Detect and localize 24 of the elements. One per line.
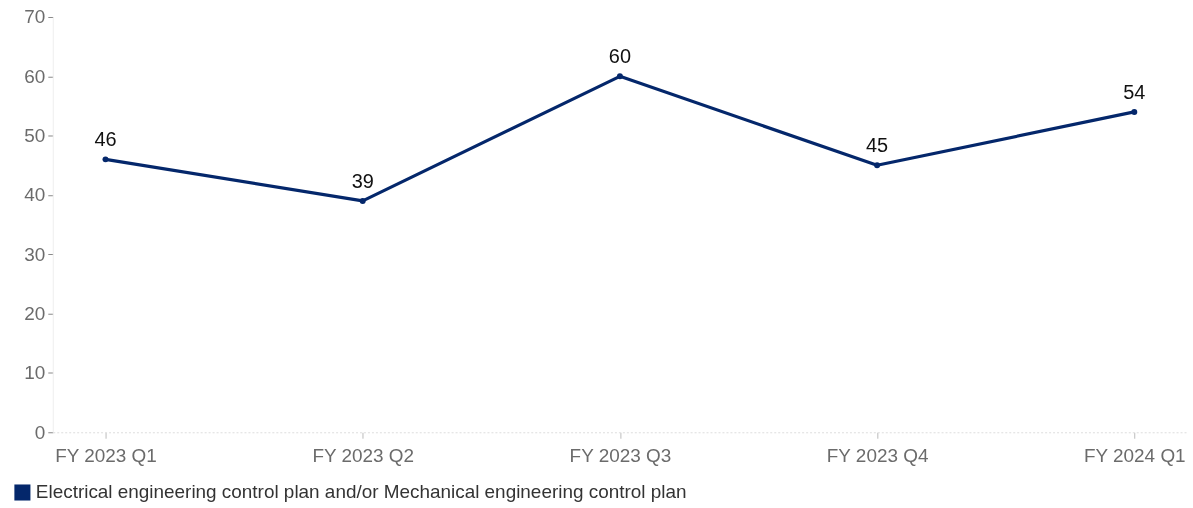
y-tick-label: 0 [34,421,46,443]
y-tick-label: 50 [24,125,46,147]
y-tick-label: 10 [24,362,46,384]
data-label: 54 [1123,80,1146,103]
data-label: 45 [866,134,889,157]
point [1131,108,1138,115]
point [874,162,881,169]
x-tick-label: FY 2023 Q2 [312,444,415,466]
data-label: 39 [351,169,374,192]
x-tick-label: FY 2023 Q3 [569,444,672,466]
x-tick-label: FY 2023 Q4 [826,444,929,466]
y-tick-label: 60 [24,65,46,87]
point [102,156,109,163]
x-tick-label: FY 2023 Q1 [55,444,157,466]
x-tick-label: FY 2024 Q1 [1083,444,1186,466]
point [616,73,623,80]
y-tick-label: 40 [24,184,46,206]
legend-label: Electrical engineering control plan and/or Mechanical engineering control plan [35,481,687,503]
y-tick-label: 70 [24,6,46,28]
point [359,197,366,204]
y-tick-label: 30 [24,243,46,265]
y-tick-label: 20 [24,303,46,325]
data-label: 60 [608,45,631,68]
data-label: 46 [94,128,117,151]
